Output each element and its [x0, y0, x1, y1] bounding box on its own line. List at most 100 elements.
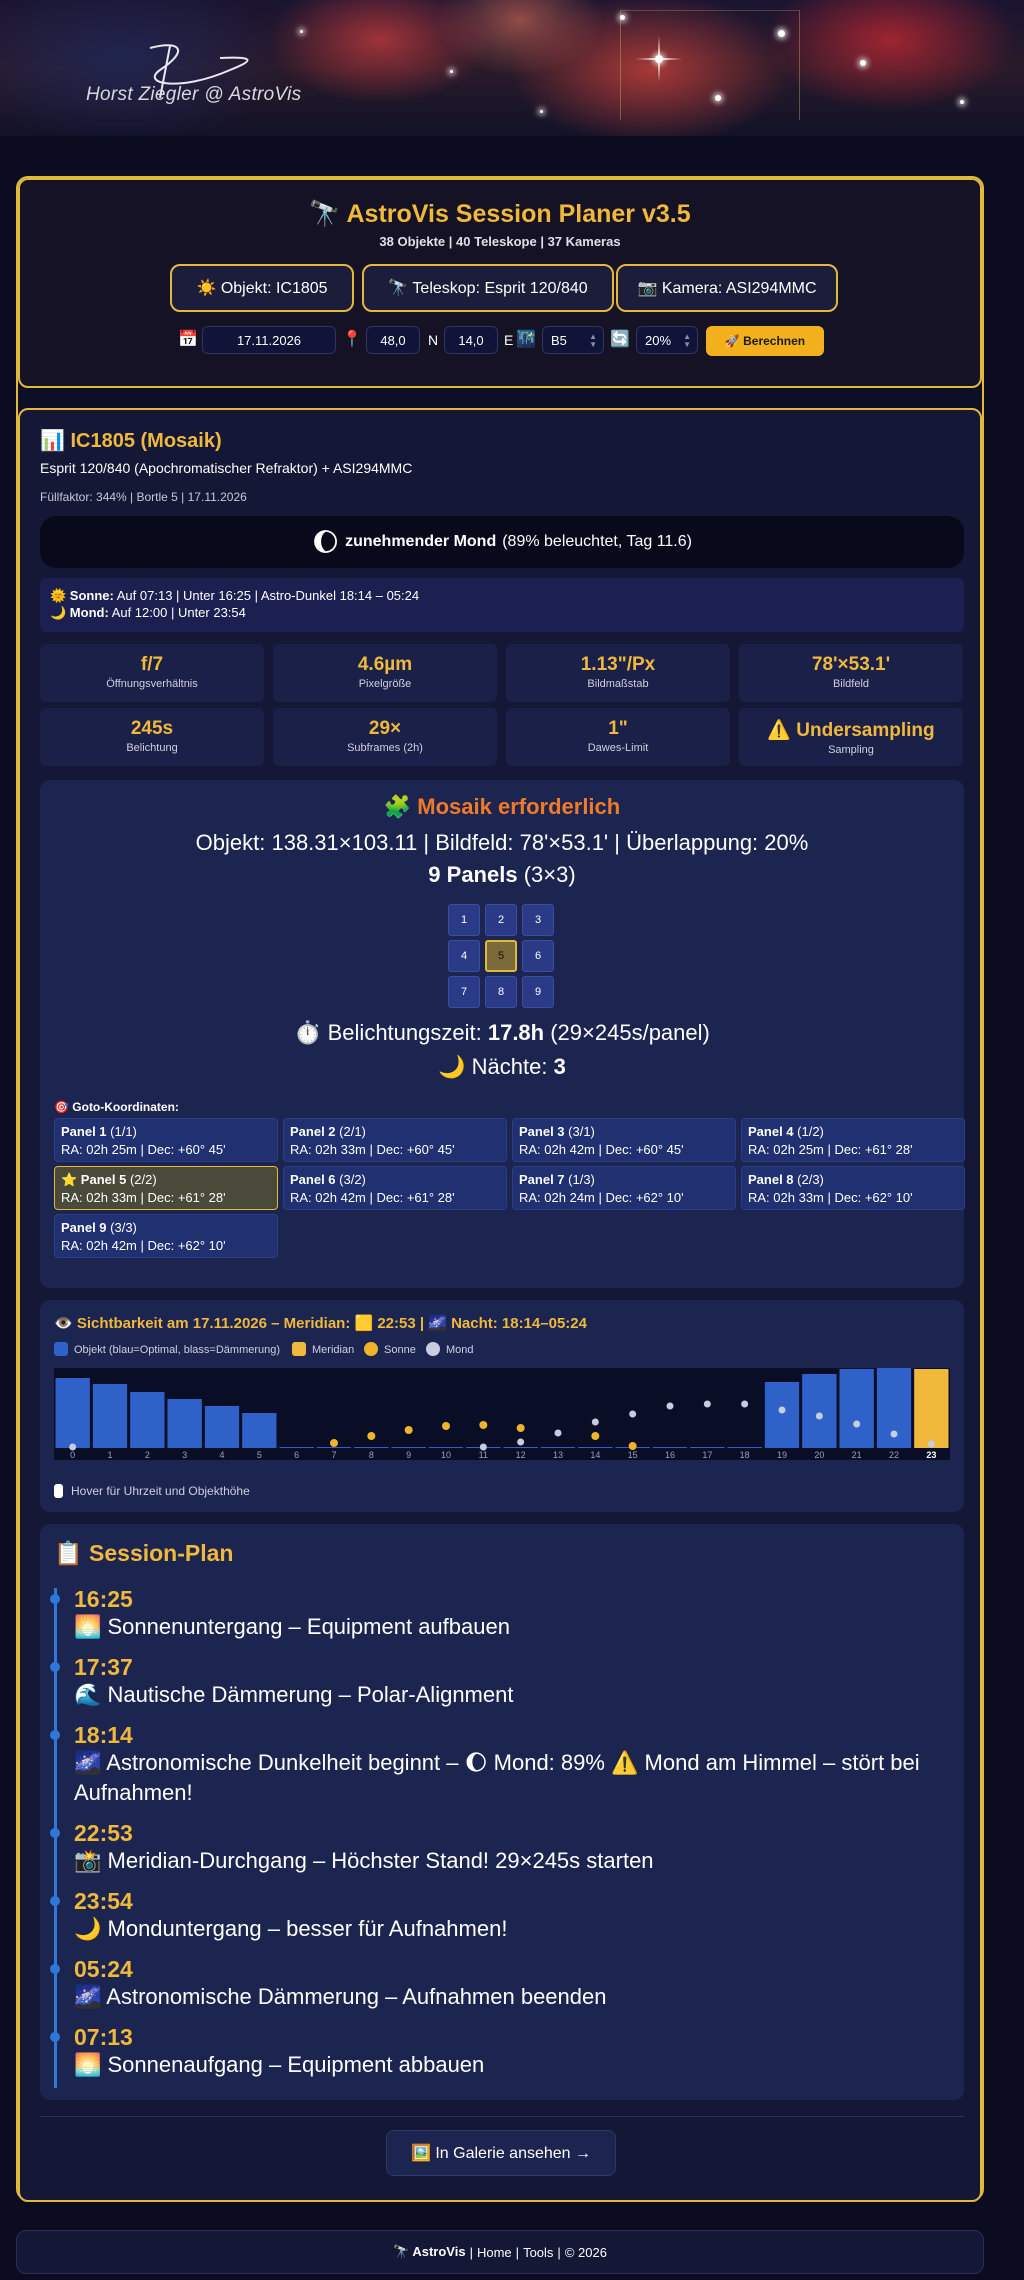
- mosaic-panel-5[interactable]: 5: [485, 940, 517, 972]
- object-bar-19: [764, 1382, 800, 1448]
- hour-tick-17: 17: [702, 1450, 712, 1460]
- stat-value: 1.13"/Px: [580, 654, 656, 675]
- goto-panel-coords: RA: 02h 42m | Dec: +60° 45': [519, 1142, 684, 1157]
- nights-count: 3: [553, 1054, 566, 1079]
- goto-panel-coords: RA: 02h 24m | Dec: +62° 10': [519, 1190, 684, 1205]
- exposure-total: 17.8h: [487, 1020, 545, 1045]
- timeline-dot: [50, 2032, 60, 2042]
- object-bar-0: [55, 1378, 90, 1448]
- mosaic-panel-7[interactable]: 7: [448, 976, 480, 1008]
- hour-tick-3: 3: [182, 1450, 187, 1460]
- goto-panel-8[interactable]: Panel 8 (2/3) RA: 02h 33m | Dec: +62° 10': [741, 1166, 965, 1210]
- goto-panel-1[interactable]: Panel 1 (1/1) RA: 02h 25m | Dec: +60° 45': [54, 1118, 278, 1162]
- mosaic-panel-8[interactable]: 8: [485, 976, 517, 1008]
- result-meta: Füllfaktor: 344% | Bortle 5 | 17.11.2026: [40, 490, 247, 504]
- moon-point-19: [778, 1406, 786, 1414]
- calculate-button[interactable]: 🚀 Berechnen: [706, 326, 824, 356]
- moon-point-11: [479, 1443, 487, 1451]
- hour-tick-11: 11: [479, 1450, 488, 1460]
- hour-tick-8: 8: [369, 1450, 374, 1460]
- footer: 🔭 AstroVis | Home | Tools | © 2026: [16, 2230, 984, 2274]
- hour-tick-13: 13: [553, 1450, 563, 1460]
- stat-label: Sampling: [828, 744, 874, 756]
- mosaic-panel-3[interactable]: 3: [522, 904, 554, 936]
- hover-hint-text: Hover für Uhrzeit und Objekthöhe: [71, 1484, 250, 1498]
- hour-tick-20: 20: [814, 1450, 824, 1460]
- moon-point-0: [69, 1443, 77, 1451]
- hour-tick-18: 18: [740, 1450, 750, 1460]
- mosaic-panel-count: 9 Panels (3×3): [40, 862, 964, 888]
- star: [960, 100, 964, 104]
- object-bar-2: [130, 1392, 165, 1448]
- object-bar-23: [914, 1369, 949, 1448]
- mosaic-panel-9[interactable]: 9: [522, 976, 554, 1008]
- sun-point-7: [330, 1439, 338, 1447]
- calendar-icon: 📅: [178, 331, 198, 348]
- moon-times: Auf 12:00 | Unter 23:54: [111, 605, 246, 620]
- object-select-button[interactable]: ☀️ Objekt: IC1805: [170, 264, 354, 312]
- panel-count: 9 Panels: [428, 862, 518, 887]
- legend-meridian: Meridian: [292, 1342, 354, 1356]
- telescope-select-button[interactable]: 🔭 Teleskop: Esprit 120/840: [362, 264, 614, 312]
- event-text: 🌌 Astronomische Dämmerung – Aufnahmen be…: [74, 1984, 607, 2009]
- goto-panel-6[interactable]: Panel 6 (3/2) RA: 02h 42m | Dec: +61° 28': [283, 1166, 507, 1210]
- goto-panel-5[interactable]: ⭐ Panel 5 (2/2) RA: 02h 33m | Dec: +61° 2…: [54, 1166, 278, 1210]
- mosaic-panel-2[interactable]: 2: [485, 904, 517, 936]
- goto-panel-3[interactable]: Panel 3 (3/1) RA: 02h 42m | Dec: +60° 45': [512, 1118, 736, 1162]
- object-bar-8: [354, 1447, 389, 1448]
- longitude-input[interactable]: 14,0: [444, 326, 498, 354]
- footer-tools-link[interactable]: Tools: [523, 2244, 554, 2260]
- visibility-chart[interactable]: 0 1 2 3 4 5 6 7 8 9 10 11 12 13 14 15 16 17 18 19 20 21 22 23: [54, 1368, 950, 1460]
- goto-panel-pos: (3/2): [339, 1172, 366, 1187]
- star: [620, 15, 625, 20]
- object-bar-12: [503, 1447, 538, 1448]
- object-bar-4: [204, 1406, 240, 1448]
- chevron-updown-icon: ▲ ▼: [589, 332, 597, 349]
- date-input[interactable]: 17.11.2026: [202, 326, 336, 354]
- gallery-button[interactable]: 🖼️ In Galerie ansehen →: [386, 2130, 616, 2176]
- footer-home-link[interactable]: Home: [476, 2244, 512, 2260]
- stat-label: Bildmaßstab: [587, 678, 649, 690]
- stat-card: 78'×53.1' Bildfeld: [739, 644, 963, 702]
- sun-point-8: [367, 1432, 376, 1440]
- moon-point-14: [591, 1418, 599, 1426]
- goto-panel-4[interactable]: Panel 4 (1/2) RA: 02h 25m | Dec: +61° 28': [741, 1118, 965, 1162]
- overlap-select[interactable]: 20% ▲ ▼: [636, 326, 698, 354]
- goto-panel-name: Panel 4: [748, 1124, 794, 1139]
- goto-panel-name: Panel 3: [519, 1124, 565, 1139]
- latitude-input[interactable]: 48,0: [366, 326, 420, 354]
- goto-panel-coords: RA: 02h 33m | Dec: +61° 28': [61, 1190, 226, 1205]
- star: [860, 60, 866, 66]
- bortle-select[interactable]: B5 ▲ ▼: [542, 326, 604, 354]
- stat-card: 245s Belichtung: [40, 708, 264, 766]
- goto-panel-7[interactable]: Panel 7 (1/3) RA: 02h 24m | Dec: +62° 10': [512, 1166, 736, 1210]
- stat-label: Bildfeld: [832, 678, 870, 690]
- hour-tick-7: 7: [331, 1450, 336, 1460]
- stat-card: 1" Dawes-Limit: [506, 708, 730, 766]
- goto-panel-pos: (1/1): [110, 1124, 137, 1139]
- longitude-unit: E: [504, 332, 514, 348]
- banner-constellation-lines: [620, 10, 800, 120]
- moon-point-21: [853, 1420, 861, 1428]
- signature-swirl: [149, 44, 249, 99]
- goto-panel-name: ⭐ Panel 5: [61, 1172, 127, 1187]
- cursor-icon: [54, 1484, 63, 1498]
- event-time: 17:37: [74, 1654, 133, 1680]
- result-panel: 📊 IC1805 (Mosaik) Esprit 120/840 (Apochr…: [18, 408, 982, 2202]
- stat-label: Öffnungsverhältnis: [106, 678, 198, 690]
- goto-panel-9[interactable]: Panel 9 (3/3) RA: 02h 42m | Dec: +62° 10': [54, 1214, 278, 1258]
- goto-panel-coords: RA: 02h 42m | Dec: +62° 10': [61, 1238, 226, 1253]
- goto-panel-2[interactable]: Panel 2 (2/1) RA: 02h 33m | Dec: +60° 45': [283, 1118, 507, 1162]
- mosaic-panel-1[interactable]: 1: [448, 904, 480, 936]
- event-time: 05:24: [74, 1956, 133, 1982]
- exposure-label: ⏱️ Belichtungszeit:: [294, 1020, 482, 1045]
- camera-select-button[interactable]: 📷 Kamera: ASI294MMC: [616, 264, 838, 312]
- goto-panel-pos: (1/2): [797, 1124, 824, 1139]
- sun-point-10: [442, 1422, 450, 1430]
- mosaic-panel-4[interactable]: 4: [448, 940, 480, 972]
- moon-phase-detail: (89% beleuchtet, Tag 11.6): [502, 533, 692, 550]
- sun-point-15: [628, 1442, 637, 1450]
- stat-value: ⚠️ Undersampling: [767, 720, 935, 741]
- object-bar-16: [652, 1447, 688, 1448]
- mosaic-panel-6[interactable]: 6: [522, 940, 554, 972]
